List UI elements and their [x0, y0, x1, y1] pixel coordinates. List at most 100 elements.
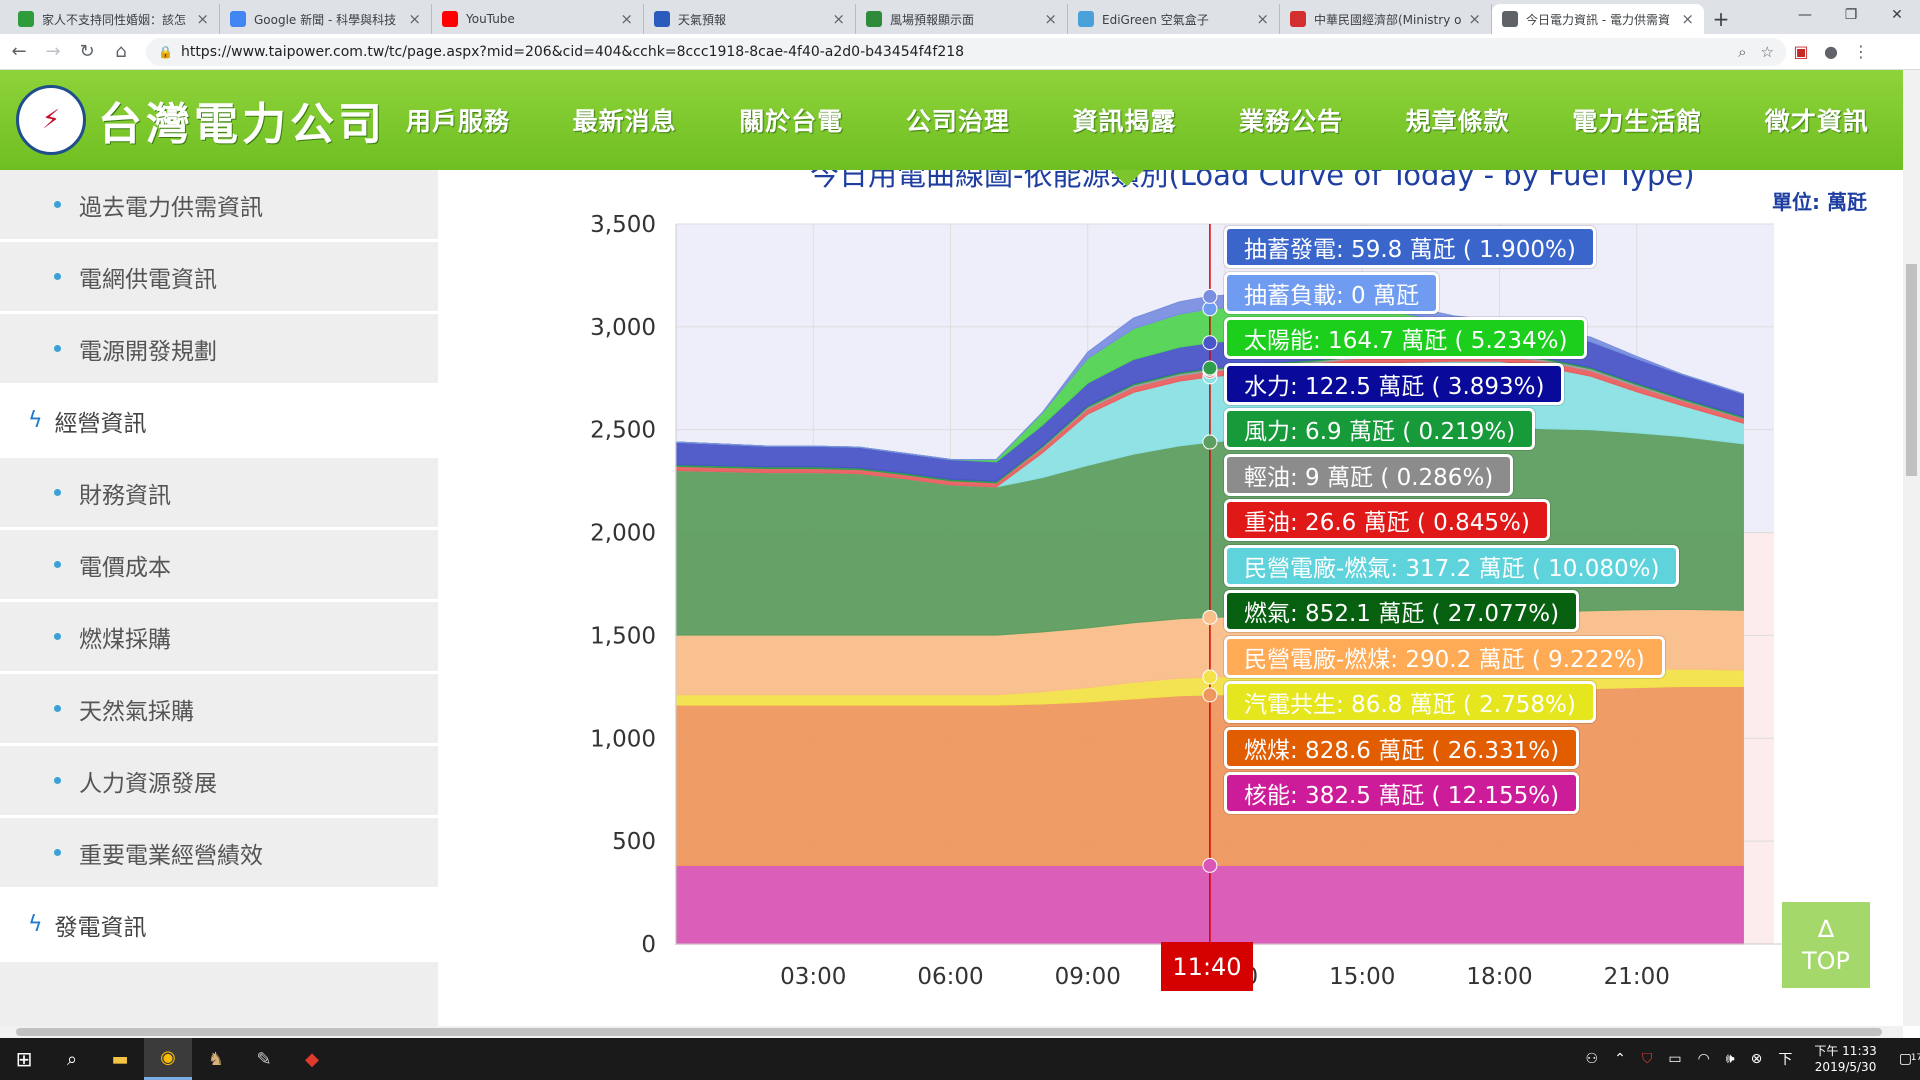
back-to-top-button[interactable]: ∆ TOP: [1782, 902, 1870, 988]
logo-text: 台灣電力公司: [98, 99, 386, 150]
windows-start-icon[interactable]: ⊞: [15, 1047, 33, 1071]
tab-close-icon[interactable]: ×: [408, 10, 421, 28]
clock[interactable]: 下午 11:33 2019/5/30: [1814, 1043, 1876, 1075]
sidebar-section[interactable]: ϟ 經營資訊: [0, 386, 438, 458]
chart-panel: 今日用電曲線圖-依能源類別(Load Curve of Today - by F…: [474, 170, 1903, 1026]
browser-tab[interactable]: EdiGreen 空氣盒子 ×: [1068, 4, 1280, 34]
unit-label: 單位: 萬瓩: [1772, 190, 1867, 214]
search-icon[interactable]: ⌕: [66, 1048, 78, 1070]
series-tooltip: 重油: 26.6 萬瓩 ( 0.845%): [1224, 499, 1550, 541]
tab-favicon-icon: [442, 11, 458, 27]
nav-item[interactable]: 最新消息: [572, 107, 677, 136]
volume-icon[interactable]: 🕪: [1725, 1051, 1735, 1067]
sidebar-item-label: 發電資訊: [54, 914, 147, 941]
nav-item[interactable]: 資訊揭露: [1072, 107, 1177, 136]
wifi-icon[interactable]: ◠: [1697, 1051, 1710, 1067]
vertical-scroll-thumb[interactable]: [1906, 264, 1917, 476]
sidebar-item[interactable]: 燃煤採購: [0, 602, 438, 674]
restore-icon[interactable]: ❐: [1844, 7, 1858, 23]
nav-item[interactable]: 徵才資訊: [1764, 107, 1869, 136]
reload-icon[interactable]: ↻: [79, 41, 95, 62]
browser-tab[interactable]: 中華民國經濟部(Ministry o ×: [1280, 4, 1492, 34]
app-red-icon[interactable]: ◆: [305, 1048, 319, 1070]
forward-icon[interactable]: →: [45, 41, 61, 62]
series-tooltip: 太陽能: 164.7 萬瓩 ( 5.234%): [1224, 317, 1588, 359]
tab-close-icon[interactable]: ×: [196, 10, 209, 28]
sidebar-item[interactable]: 重要電業經營績效: [0, 818, 438, 890]
sidebar-item[interactable]: 電價成本: [0, 530, 438, 602]
ime-icon[interactable]: ⊗: [1750, 1051, 1763, 1067]
series-tooltip: 汽電共生: 86.8 萬瓩 ( 2.758%): [1224, 681, 1596, 723]
sidebar-item[interactable]: 過去電力供需資訊: [0, 170, 438, 242]
nav-item[interactable]: 業務公告: [1239, 107, 1344, 136]
browser-tab[interactable]: YouTube ×: [432, 4, 644, 34]
series-tooltip: 燃煤: 828.6 萬瓩 ( 26.331%): [1224, 726, 1580, 769]
tab-title: 今日電力資訊 - 電力供需資: [1526, 12, 1670, 27]
shield-icon[interactable]: ⛉: [1641, 1051, 1653, 1067]
series-tooltip: 民營電廠-燃氣: 317.2 萬瓩 ( 10.080%): [1224, 544, 1680, 587]
tab-close-icon[interactable]: ×: [1044, 10, 1057, 28]
sidebar-item[interactable]: 人力資源發展: [0, 746, 438, 818]
series-tooltip: 水力: 122.5 萬瓩 ( 3.893%): [1224, 362, 1565, 405]
notification-count: 17: [1910, 1053, 1920, 1063]
nav-item[interactable]: 規章條款: [1405, 107, 1510, 136]
sidebar-item[interactable]: 財務資訊: [0, 458, 438, 530]
bullet-icon: [54, 489, 61, 496]
chrome-icon[interactable]: ◉: [144, 1038, 192, 1080]
vertical-scrollbar[interactable]: [1903, 70, 1920, 1026]
browser-tab[interactable]: 風場預報顯示面 ×: [856, 4, 1068, 34]
y-tick-label: 2,000: [590, 521, 656, 547]
sidebar-item[interactable]: 電網供電資訊: [0, 242, 438, 314]
tab-close-icon[interactable]: ×: [620, 10, 633, 28]
tab-title: 家人不支持同性婚姻：該怎: [42, 12, 187, 27]
bullet-icon: [54, 345, 61, 352]
site-logo[interactable]: ⚡ 台灣電力公司: [16, 85, 406, 155]
browser-tab[interactable]: 天氣預報 ×: [644, 4, 856, 34]
people-icon[interactable]: ⚇: [1585, 1051, 1599, 1067]
tab-close-icon[interactable]: ×: [1256, 10, 1269, 28]
extension-icon[interactable]: ▣: [1793, 42, 1809, 61]
address-bar[interactable]: 🔒 https://www.taipower.com.tw/tc/page.as…: [146, 37, 1786, 66]
browser-tab[interactable]: 今日電力資訊 - 電力供需資 ×: [1492, 4, 1704, 34]
main-nav: 用戶服務 最新消息 關於台電 公司治理 資訊揭露 業務公告 規章條款 電力生活館 徵才資訊: [406, 102, 1903, 138]
input-lang-icon[interactable]: 下: [1778, 1052, 1793, 1068]
horizontal-scroll-thumb[interactable]: [16, 1028, 1882, 1036]
new-tab-button[interactable]: +: [1712, 7, 1730, 31]
notification-icon[interactable]: ▢ 17: [1899, 1051, 1920, 1067]
x-tick-label: 09:00: [1055, 964, 1121, 990]
nav-item[interactable]: 公司治理: [905, 107, 1010, 136]
series-area[interactable]: [675, 291, 1744, 461]
close-window-icon[interactable]: ✕: [1891, 7, 1903, 23]
browser-tab[interactable]: Google 新聞 - 科學與科技 ×: [220, 4, 432, 34]
y-tick-label: 1,000: [590, 726, 656, 752]
minimize-icon[interactable]: —: [1798, 7, 1812, 23]
app-paint-icon[interactable]: ✎: [256, 1048, 272, 1070]
bookmark-star-icon[interactable]: ☆: [1760, 42, 1774, 61]
series-tooltip: 燃氣: 852.1 萬瓩 ( 27.077%): [1224, 590, 1580, 632]
home-icon[interactable]: ⌂: [115, 41, 127, 62]
sidebar: 過去電力供需資訊 電網供電資訊 電源開發規劃 ϟ 經營資訊 財務資訊 電價成本 燃煤採購 天然氣…: [0, 170, 438, 1026]
browser-tab[interactable]: 家人不支持同性婚姻：該怎 ×: [8, 4, 220, 34]
tab-title: 風場預報顯示面: [890, 12, 975, 27]
sidebar-section[interactable]: ϟ 發電資訊: [0, 890, 438, 962]
horizontal-scrollbar[interactable]: [0, 1026, 1903, 1038]
load-curve-chart[interactable]: 0 500 1,000 1,500 2,000 2,500 3,000 3,500 03:00 0…: [474, 170, 1903, 1026]
clock-time: 下午 11:33: [1814, 1044, 1877, 1058]
zoom-icon[interactable]: ⌕: [1738, 42, 1747, 61]
nav-item[interactable]: 用戶服務: [406, 107, 511, 136]
sidebar-item[interactable]: 天然氣採購: [0, 674, 438, 746]
menu-icon[interactable]: ⋮: [1853, 42, 1869, 61]
file-explorer-icon[interactable]: ▬: [111, 1048, 129, 1070]
back-icon[interactable]: ←: [11, 41, 27, 62]
sidebar-item[interactable]: 電源開發規劃: [0, 314, 438, 386]
profile-icon[interactable]: ●: [1824, 42, 1838, 61]
battery-icon[interactable]: ▭: [1668, 1051, 1682, 1067]
chevron-up-icon[interactable]: ⌃: [1614, 1051, 1626, 1067]
nav-item[interactable]: 關於台電: [739, 107, 844, 136]
app-rabbit-icon[interactable]: ♞: [207, 1048, 225, 1070]
tab-close-icon[interactable]: ×: [832, 10, 845, 28]
tab-close-icon[interactable]: ×: [1468, 10, 1481, 28]
tab-close-icon[interactable]: ×: [1681, 10, 1694, 28]
crosshair-marker: [1202, 360, 1218, 376]
nav-item[interactable]: 電力生活館: [1572, 107, 1703, 136]
